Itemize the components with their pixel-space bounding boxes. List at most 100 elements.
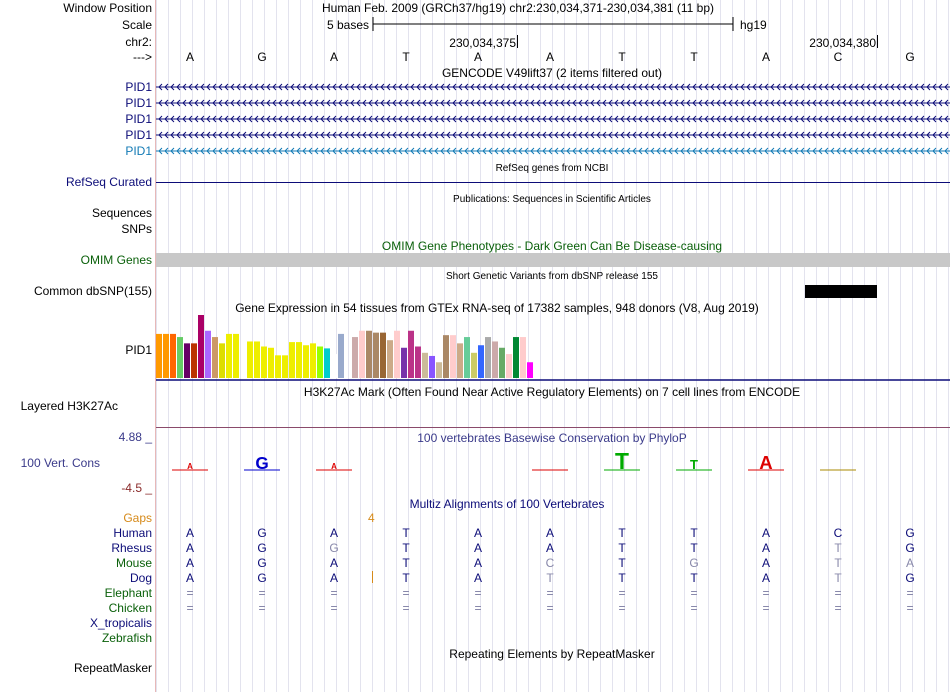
gtex-tissue-bar[interactable] (464, 337, 470, 378)
refseq-gene-line[interactable] (156, 182, 950, 183)
scale-bar (372, 17, 734, 31)
gtex-tissue-bar[interactable] (303, 345, 309, 378)
alignment-base: T (834, 541, 842, 555)
gencode-transcript-label-2[interactable]: PID1 (125, 96, 152, 110)
omim-genes-label[interactable]: OMIM Genes (80, 253, 152, 267)
gtex-tissue-bar[interactable] (296, 342, 302, 378)
track-area[interactable]: Human Feb. 2009 (GRCh37/hg19) chr2:230,0… (156, 0, 950, 692)
gtex-tissue-bar[interactable] (205, 330, 211, 378)
gencode-transcript-label-5[interactable]: PID1 (125, 144, 152, 158)
gridline (936, 0, 937, 692)
gtex-tissue-bar[interactable] (499, 347, 505, 378)
species-label-x-tropicalis[interactable]: X_tropicalis (89, 616, 152, 630)
gencode-transcript-label-4[interactable]: PID1 (125, 128, 152, 142)
refseq-curated-label[interactable]: RefSeq Curated (65, 175, 152, 189)
gtex-tissue-bar[interactable] (380, 332, 386, 378)
species-label-chicken[interactable]: Chicken (108, 601, 152, 615)
species-label-mouse[interactable]: Mouse (115, 556, 152, 570)
gtex-tissue-bar[interactable] (310, 343, 316, 378)
gtex-gene-label[interactable]: PID1 (125, 343, 152, 357)
gtex-tissue-bar[interactable] (226, 333, 232, 378)
publications-snps-label[interactable]: SNPs (121, 222, 152, 236)
gtex-tissue-bar[interactable] (478, 345, 484, 378)
h3k27ac-label[interactable]: Layered H3K27Ac (20, 399, 118, 413)
gtex-tissue-bar[interactable] (408, 330, 414, 378)
gtex-tissue-bar[interactable] (212, 337, 218, 378)
gtex-tissue-bar[interactable] (443, 335, 449, 378)
alignment-base: A (185, 571, 195, 585)
gtex-tissue-bar[interactable] (394, 330, 400, 378)
gtex-tissue-bar[interactable] (485, 337, 491, 378)
gtex-tissue-bar[interactable] (219, 343, 225, 378)
gtex-tissue-bar[interactable] (513, 337, 519, 378)
gtex-tissue-bar[interactable] (352, 337, 358, 378)
gencode-transcript-line[interactable] (156, 130, 950, 140)
gtex-tissue-bar[interactable] (422, 352, 428, 378)
species-label-dog[interactable]: Dog (129, 571, 152, 585)
gtex-tissue-bar[interactable] (156, 333, 162, 378)
gtex-tissue-bar[interactable] (471, 352, 477, 378)
gtex-tissue-bar[interactable] (373, 332, 379, 378)
alignment-base: A (761, 571, 771, 585)
gtex-tissue-bar[interactable] (261, 346, 267, 379)
gtex-tissue-bar[interactable] (415, 346, 421, 379)
gtex-tissue-bar[interactable] (429, 355, 435, 378)
gtex-tissue-bar[interactable] (198, 315, 204, 378)
species-label-human[interactable]: Human (113, 526, 152, 540)
gencode-transcript-label-3[interactable]: PID1 (125, 112, 152, 126)
species-label-rhesus[interactable]: Rhesus (111, 541, 152, 555)
gtex-tissue-bar[interactable] (401, 347, 407, 378)
gtex-tissue-bar[interactable] (450, 335, 456, 378)
gtex-tissue-bar[interactable] (282, 355, 288, 378)
phylop-base-glyph: T (615, 448, 629, 474)
gencode-transcript-label-1[interactable]: PID1 (125, 80, 152, 94)
gtex-tissue-bar[interactable] (254, 341, 260, 378)
gtex-tissue-bar[interactable] (233, 333, 239, 378)
gtex-tissue-bar[interactable] (191, 343, 197, 378)
gridline (612, 0, 613, 692)
gencode-transcript-line[interactable] (156, 98, 950, 108)
gtex-tissue-bar[interactable] (436, 362, 442, 378)
gtex-tissue-bar[interactable] (492, 341, 498, 378)
gtex-tissue-bar[interactable] (177, 337, 183, 378)
gtex-tissue-bar[interactable] (527, 362, 533, 378)
species-label-zebrafish[interactable]: Zebrafish (101, 631, 152, 645)
gtex-tissue-bar[interactable] (268, 347, 274, 378)
gencode-transcript-line[interactable] (156, 114, 950, 124)
alignment-base: A (185, 526, 195, 540)
gtex-tissue-bar[interactable] (359, 330, 365, 378)
phylop-min-label: -4.5 _ (121, 481, 152, 495)
reference-base: T (402, 50, 410, 64)
phylop-track-label[interactable]: 100 Vert. Cons (20, 456, 100, 470)
gtex-tissue-bar[interactable] (170, 333, 176, 378)
gtex-tissue-bar[interactable] (331, 354, 337, 378)
gtex-tissue-bar[interactable] (163, 333, 169, 378)
gtex-tissue-bar[interactable] (520, 337, 526, 378)
dbsnp-variant-feature[interactable] (805, 285, 877, 298)
gtex-tissue-bar[interactable] (387, 340, 393, 378)
gencode-transcript-line[interactable] (156, 146, 950, 156)
omim-gene-bar[interactable] (156, 253, 950, 267)
dbsnp-track-title: Short Genetic Variants from dbSNP releas… (446, 271, 658, 282)
gtex-tissue-bar[interactable] (457, 343, 463, 378)
gtex-tissue-bar[interactable] (184, 343, 190, 378)
common-dbsnp-label[interactable]: Common dbSNP(155) (33, 284, 152, 298)
gtex-tissue-bar[interactable] (247, 341, 253, 378)
gtex-tissue-bar[interactable] (366, 330, 372, 378)
gtex-tissue-bar[interactable] (317, 346, 323, 379)
gtex-expression-chart[interactable] (156, 315, 950, 383)
gtex-tissue-bar[interactable] (289, 342, 295, 378)
gencode-transcript-line[interactable] (156, 82, 950, 92)
gtex-tissue-bar[interactable] (506, 354, 512, 378)
strand-arrow-label: ---> (133, 50, 152, 64)
gtex-tissue-bar[interactable] (324, 348, 330, 378)
gtex-tissue-bar[interactable] (338, 333, 344, 378)
alignment-base: = (690, 601, 698, 615)
gridline (336, 0, 337, 692)
publications-sequences-label[interactable]: Sequences (91, 206, 152, 220)
gtex-tissue-bar[interactable] (275, 355, 281, 378)
repeatmasker-label[interactable]: RepeatMasker (73, 661, 152, 675)
species-label-elephant[interactable]: Elephant (104, 586, 152, 600)
